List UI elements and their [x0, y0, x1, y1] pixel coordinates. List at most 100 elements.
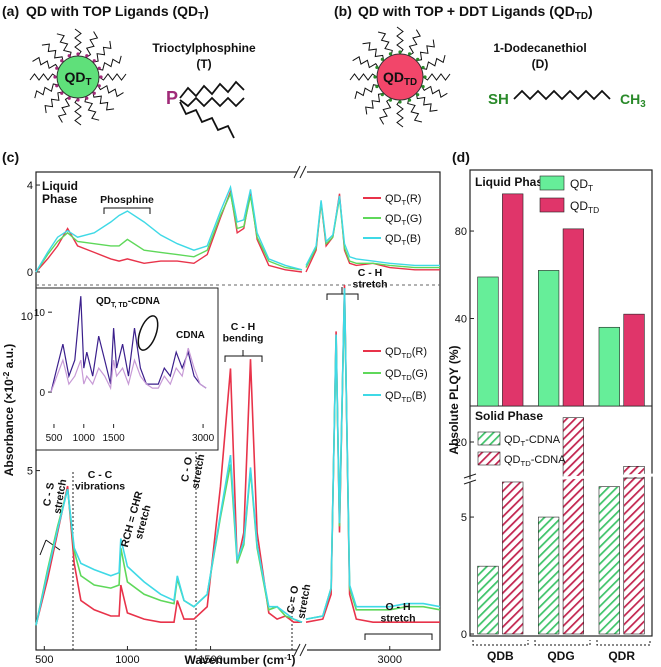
- bar: [477, 565, 499, 635]
- y-axis-label: Absorbance (×10-2 a.u.): [1, 344, 16, 477]
- legend-label-part: T: [402, 238, 407, 247]
- ligand: [422, 73, 451, 81]
- bar: [502, 193, 524, 407]
- x-axis-label: Wavenumber (cm-1): [184, 652, 295, 667]
- y-tick-label: 80: [455, 226, 467, 238]
- ligand-anchor: [67, 54, 71, 58]
- ligand-anchor: [375, 84, 379, 89]
- annotation-part: QD: [96, 296, 111, 307]
- x-tick-label: QDG: [547, 649, 574, 663]
- phase-label-line: Liquid: [42, 179, 78, 193]
- x-tick-label: 3000: [192, 433, 215, 444]
- panel-title-part: QD with TOP Ligands (QD: [26, 3, 198, 19]
- ligand-tail-part: CH: [620, 91, 640, 107]
- x-tick-label: 500: [46, 433, 63, 444]
- ligand: [407, 98, 423, 123]
- ligand-anchor: [388, 98, 393, 102]
- legend-label-part: T: [402, 218, 407, 227]
- ligand-anchor: [398, 50, 402, 54]
- legend-label-part: T: [402, 198, 407, 207]
- ligand-anchor: [60, 91, 64, 95]
- ligand: [362, 42, 385, 61]
- legend-swatch: [539, 175, 565, 191]
- annotation: C = Ostretch: [284, 581, 313, 620]
- legend-label-part: QD: [385, 213, 402, 225]
- ligand-anchor: [76, 98, 80, 102]
- ligand: [396, 99, 404, 128]
- bracket: [39, 539, 61, 556]
- bar: [502, 481, 524, 635]
- y-tick-label: 5: [27, 466, 33, 478]
- ligand: [44, 91, 64, 114]
- panel-label: (a): [2, 3, 19, 19]
- bar-lower: [623, 477, 645, 635]
- panel-title-part: ): [204, 3, 209, 19]
- bar: [623, 313, 645, 407]
- ligand: [92, 40, 112, 63]
- legend-label: QDTD: [570, 199, 599, 215]
- y-tick-label: 5: [461, 512, 467, 524]
- x-tick-label: QDB: [487, 649, 514, 663]
- legend-label-part: QD: [504, 434, 521, 446]
- ligand: [56, 33, 72, 58]
- quantum-dot-label: QDTD: [383, 69, 417, 88]
- ligand: [377, 31, 393, 56]
- annotation-line: stretch: [352, 279, 387, 291]
- legend-label-part: TD: [588, 205, 599, 215]
- ligand: [34, 83, 59, 99]
- panel-label: (c): [2, 149, 19, 165]
- quantum-dot-label-part: T: [86, 77, 92, 88]
- annotation-line: stretch: [51, 478, 69, 515]
- ligand: [57, 95, 71, 123]
- bracket: [224, 350, 263, 362]
- legend-label: QDT(B): [385, 233, 421, 247]
- legend-label-part: QD: [385, 390, 402, 402]
- legend-label-part: T: [588, 183, 593, 193]
- ligand-anchor: [85, 96, 89, 100]
- legend-label-part: T: [521, 439, 526, 448]
- annotation: C - Sstretch: [40, 476, 69, 515]
- ligand-anchor: [423, 75, 427, 79]
- ligand: [421, 54, 446, 70]
- legend-label: QDTD(R): [385, 346, 427, 360]
- x-tick-label: 1500: [198, 654, 222, 666]
- y-tick-label: 4: [27, 180, 33, 192]
- thiol-head: SH: [488, 91, 509, 108]
- ligand: [420, 85, 448, 98]
- annotation-line: C - H: [358, 267, 383, 279]
- y-tick-label: 10: [21, 311, 33, 323]
- annotation-line: C - H: [231, 321, 256, 333]
- ligand-anchor: [85, 54, 89, 58]
- annotation-line: C - S: [41, 482, 57, 508]
- annotation-line: stretch: [189, 453, 207, 490]
- legend-swatch: [477, 451, 501, 466]
- category-bracket: [472, 640, 651, 646]
- annotation: RCH = CHRstretch: [119, 490, 157, 552]
- bar: [598, 486, 620, 635]
- legend-label-part: -CDNA: [525, 434, 560, 446]
- ligand-anchor: [416, 57, 420, 61]
- y-tick-label: 0: [461, 629, 467, 641]
- y-tick-label: 40: [455, 314, 467, 326]
- legend-label-part: QD: [385, 368, 402, 380]
- inset-highlight: [137, 315, 159, 351]
- ligand-abbr: (T): [196, 57, 211, 71]
- ligand: [98, 73, 127, 81]
- annotation: CDNA: [176, 330, 205, 341]
- x-tick-label: 1500: [102, 433, 125, 444]
- plqy-frame: [469, 169, 653, 637]
- quantum-dot-label-part: QD: [65, 69, 86, 85]
- annotation-line: C = O: [285, 585, 302, 614]
- legend-label-part: QD: [570, 177, 588, 191]
- legend-label-part: QD: [385, 346, 402, 358]
- bar: [562, 228, 584, 407]
- axis-break-mark: [293, 165, 307, 657]
- legend-label: QDT(R): [385, 193, 421, 207]
- x-axis-label-part: Wavenumber (cm: [184, 653, 284, 667]
- bar: [538, 270, 560, 407]
- ligand-anchor: [416, 93, 420, 97]
- ligand-anchor: [373, 75, 377, 79]
